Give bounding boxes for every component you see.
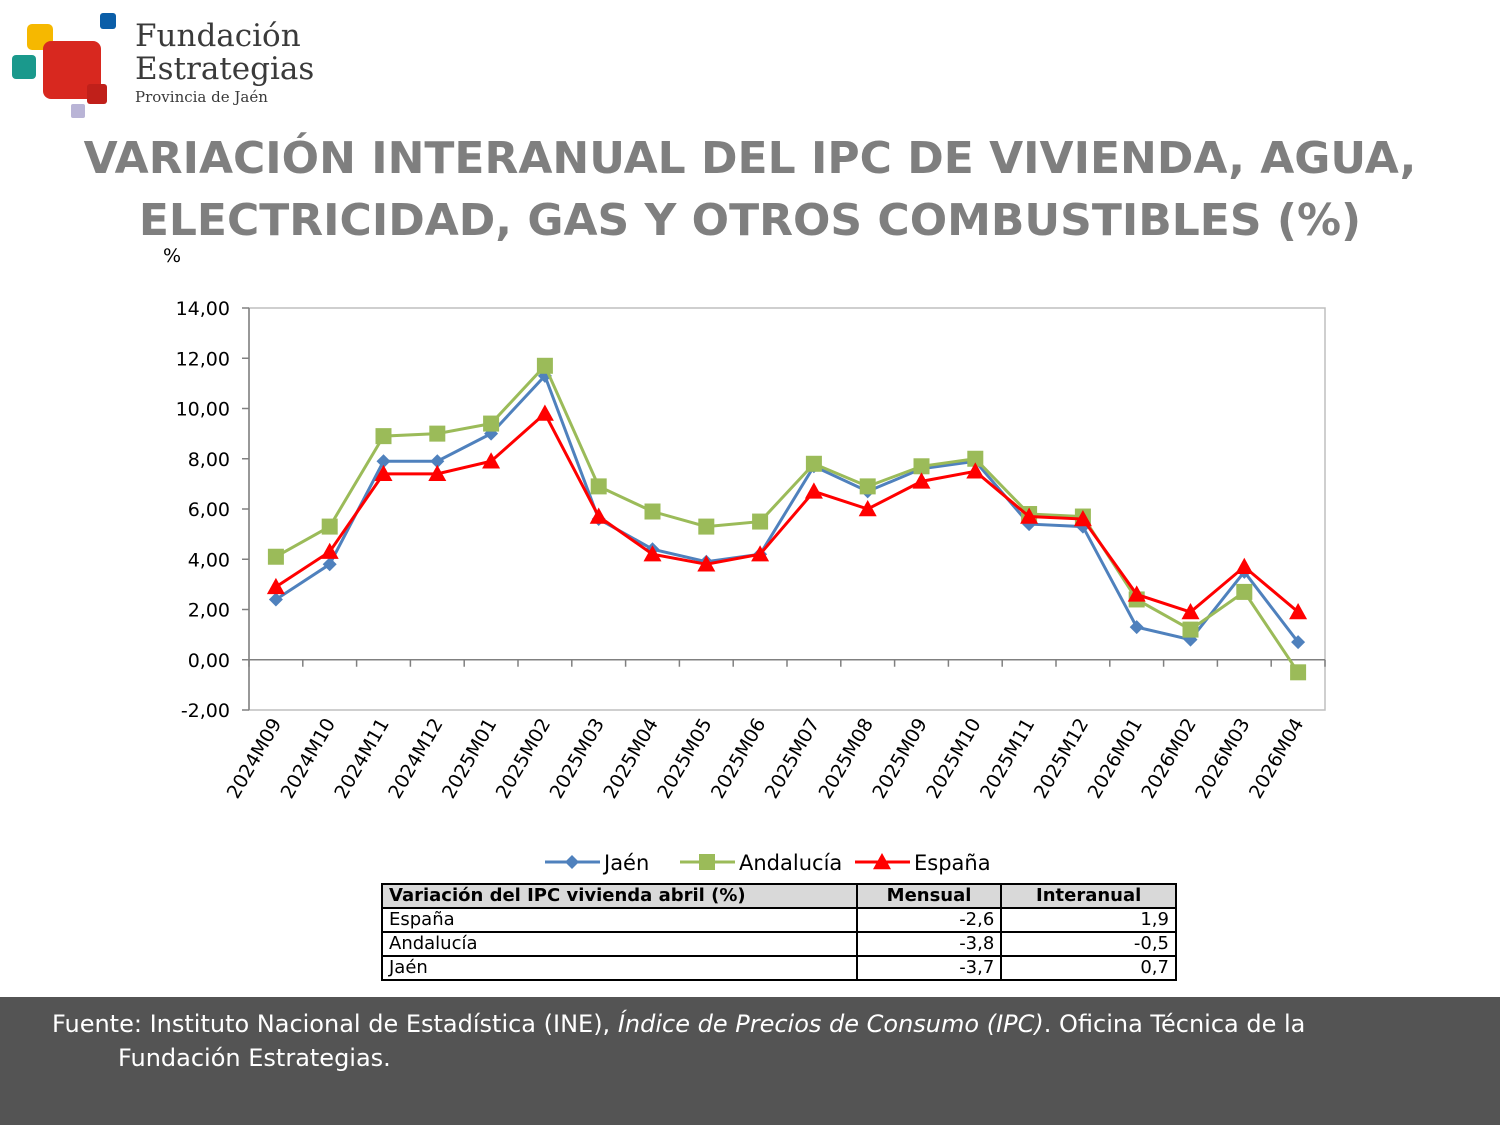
data-point-andalucia — [1290, 664, 1307, 681]
logo-name-line2: Estrategias — [135, 51, 315, 87]
data-point-jaen — [1129, 620, 1144, 635]
table-header-label: Variación del IPC vivienda abril (%) — [381, 883, 858, 909]
data-point-espana — [320, 542, 339, 559]
y-axis-label: % — [163, 245, 181, 267]
title-line1: VARIACIÓN INTERANUAL DEL IPC DE VIVIENDA… — [83, 133, 1417, 184]
legend-marker-andalucia — [699, 854, 715, 870]
series-line-andalucia — [275, 363, 1300, 674]
table-cell-mensual: -3,7 — [855, 955, 1003, 981]
y-tick-label: 10,00 — [176, 399, 230, 421]
legend-label-jaen: Jaén — [602, 851, 649, 875]
page-title: VARIACIÓN INTERANUAL DEL IPC DE VIVIENDA… — [20, 128, 1480, 252]
data-point-espana — [912, 472, 931, 489]
table-header-interanual: Interanual — [1000, 883, 1177, 909]
data-point-andalucia — [698, 518, 715, 535]
legend-label-andalucia: Andalucía — [739, 851, 842, 875]
y-tick-label: -2,00 — [181, 700, 230, 722]
data-point-espana — [966, 462, 985, 479]
table-header-mensual: Mensual — [855, 883, 1003, 909]
data-point-espana — [1073, 510, 1092, 527]
line-chart: -2,00 0,00 2,00 4,00 6,00 8,00 10,00 12,00 14,00… — [163, 245, 1326, 875]
table-cell-mensual: -2,6 — [855, 907, 1003, 933]
table-header-row: Variación del IPC vivienda abril (%) Men… — [381, 883, 1177, 909]
title-line2: ELECTRICIDAD, GAS Y OTROS COMBUSTIBLES (… — [138, 195, 1362, 246]
source-text-part3: Fundación Estrategias. — [118, 1044, 391, 1072]
data-point-andalucia — [375, 428, 392, 445]
source-text-italic: Índice de Precios de Consumo (IPC) — [617, 1010, 1044, 1038]
data-point-jaen — [430, 454, 445, 469]
table-cell-interanual: 1,9 — [1000, 907, 1177, 933]
data-point-espana — [858, 500, 877, 517]
table-cell-mensual: -3,8 — [855, 931, 1003, 957]
source-footer: Fuente: Instituto Nacional de Estadístic… — [0, 997, 1500, 1125]
data-point-jaen — [376, 454, 391, 469]
data-point-andalucia — [483, 415, 500, 432]
data-point-espana — [643, 545, 662, 562]
legend-label-espana: España — [914, 851, 991, 875]
series-line-jaen — [275, 373, 1300, 644]
y-tick-label: 2,00 — [188, 600, 230, 622]
legend-marker-jaen — [565, 855, 579, 869]
data-point-andalucia — [805, 455, 822, 472]
data-point-espana — [374, 464, 393, 482]
data-point-espana — [266, 577, 285, 595]
table-cell-region: Jaén — [381, 955, 858, 981]
data-point-jaen — [322, 557, 337, 572]
data-point-jaen — [268, 592, 283, 607]
data-point-andalucia — [536, 357, 553, 374]
data-point-andalucia — [913, 458, 930, 475]
data-point-espana — [697, 555, 716, 572]
data-point-andalucia — [644, 503, 661, 520]
logo-text: Fundación Estrategias Provincia de Jaén — [135, 20, 314, 108]
source-text-part1: Fuente: Instituto Nacional de Estadístic… — [52, 1010, 618, 1038]
table-row: Jaén -3,7 0,7 — [381, 955, 1177, 981]
data-point-espana — [1127, 585, 1146, 602]
table-cell-interanual: -0,5 — [1000, 931, 1177, 957]
y-tick-label: 14,00 — [176, 298, 230, 320]
logo-subtitle: Provincia de Jaén — [135, 88, 268, 106]
data-point-andalucia — [859, 478, 876, 495]
table-cell-region: Andalucía — [381, 931, 858, 957]
data-point-espana — [428, 464, 447, 482]
logo: Fundación Estrategias Provincia de Jaén — [0, 0, 330, 120]
logo-name-line1: Fundación — [135, 18, 301, 54]
data-point-andalucia — [429, 425, 446, 442]
logo-squares-icon — [12, 13, 116, 118]
table-row: Andalucía -3,8 -0,5 — [381, 931, 1177, 957]
legend-marker-espana — [873, 853, 891, 870]
data-point-espana — [751, 545, 770, 562]
data-point-andalucia — [590, 478, 607, 495]
source-text-part2: . Oficina Técnica de la — [1043, 1010, 1306, 1038]
data-point-andalucia — [267, 548, 284, 565]
data-point-espana — [1020, 507, 1039, 524]
y-tick-label: 0,00 — [188, 650, 230, 672]
data-point-jaen — [1291, 635, 1306, 650]
data-point-andalucia — [752, 513, 769, 530]
y-tick-label: 8,00 — [188, 449, 230, 471]
data-point-espana — [1181, 603, 1200, 620]
data-point-andalucia — [321, 518, 338, 535]
data-point-andalucia — [1236, 583, 1253, 600]
source-text: Fuente: Instituto Nacional de Estadístic… — [52, 1007, 1444, 1075]
y-tick-label: 4,00 — [188, 549, 230, 571]
data-point-espana — [482, 452, 501, 469]
summary-table: Variación del IPC vivienda abril (%) Men… — [381, 883, 1177, 981]
data-point-andalucia — [967, 450, 984, 467]
x-tick-label: 2026M04 — [1245, 715, 1309, 803]
table-cell-region: España — [381, 907, 858, 933]
table-cell-interanual: 0,7 — [1000, 955, 1177, 981]
y-tick-label: 12,00 — [176, 348, 230, 370]
y-tick-label: 6,00 — [188, 499, 230, 521]
data-point-espana — [804, 482, 823, 499]
series-line-espana — [275, 411, 1300, 614]
data-point-espana — [589, 507, 608, 524]
data-point-andalucia — [1182, 621, 1199, 638]
data-point-espana — [1235, 557, 1254, 574]
data-point-espana — [535, 404, 554, 421]
data-point-espana — [1289, 603, 1308, 620]
table-row: España -2,6 1,9 — [381, 907, 1177, 933]
